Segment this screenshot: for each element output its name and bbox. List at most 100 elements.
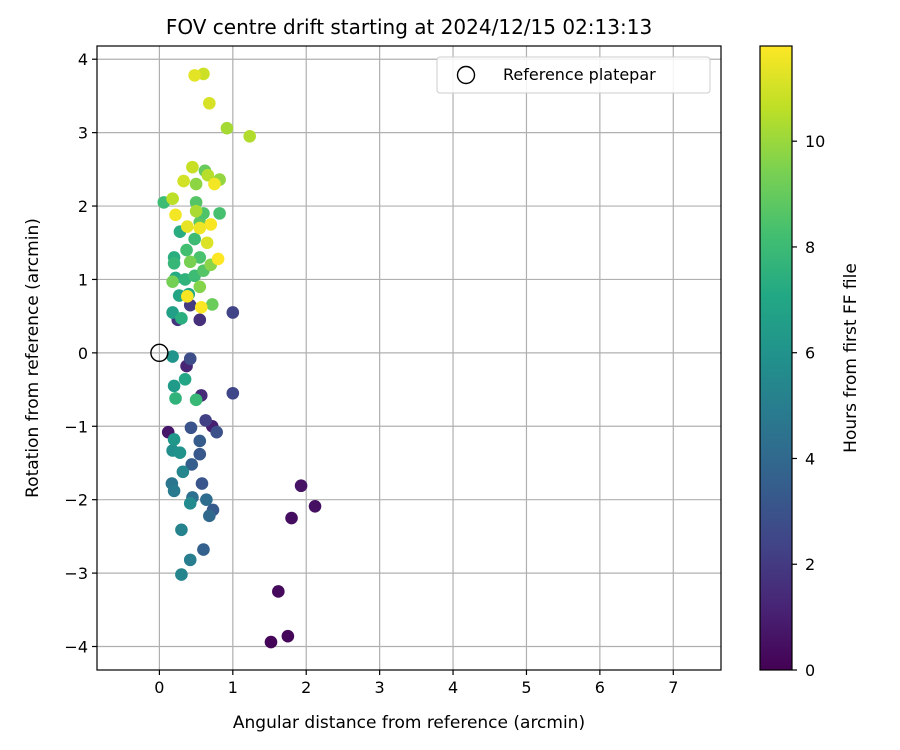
data-point — [201, 168, 215, 182]
x-tick-label: 5 — [521, 678, 531, 697]
colorbar-gradient — [759, 45, 793, 671]
data-point — [272, 585, 285, 598]
data-point — [189, 177, 203, 191]
x-tick-label: 0 — [154, 678, 164, 697]
data-point — [180, 243, 193, 257]
data-point — [173, 446, 187, 460]
data-point — [167, 256, 181, 270]
x-tick-label: 2 — [301, 678, 311, 697]
data-point — [180, 290, 194, 303]
colorbar-tick-label: 2 — [805, 555, 815, 574]
data-point — [183, 553, 197, 567]
data-point — [200, 493, 213, 506]
data-point — [175, 523, 188, 537]
data-point — [199, 414, 212, 427]
data-point — [193, 251, 207, 264]
plot-frame — [96, 45, 722, 671]
y-tick-label: 1 — [78, 270, 88, 289]
legend-box — [436, 56, 711, 94]
x-tick-label: 7 — [668, 678, 678, 697]
data-point — [167, 484, 181, 498]
data-point — [195, 477, 209, 490]
data-point — [188, 69, 201, 82]
data-point — [264, 635, 278, 649]
data-point — [177, 174, 190, 188]
data-point — [189, 393, 203, 407]
data-point — [183, 497, 197, 510]
data-point — [175, 312, 188, 325]
data-point — [285, 511, 298, 525]
colorbar-ticks: 0 2 4 6 8 10 — [792, 132, 825, 680]
data-point — [226, 386, 240, 400]
data-point — [243, 129, 256, 143]
data-points — [157, 67, 322, 649]
legend-marker-icon — [456, 65, 476, 85]
y-tick-label: −4 — [64, 638, 88, 657]
colorbar-tick-label: 10 — [805, 132, 825, 151]
data-point — [193, 221, 207, 235]
x-axis-ticks: 0 1 2 3 4 5 6 7 — [154, 670, 678, 697]
data-point — [193, 434, 207, 448]
data-point — [200, 236, 214, 250]
data-point — [188, 232, 201, 246]
data-point — [203, 509, 216, 523]
data-point — [203, 96, 216, 110]
colorbar-tick-label: 6 — [805, 344, 815, 363]
data-point — [193, 313, 207, 327]
data-point — [205, 298, 219, 311]
data-point — [189, 196, 203, 209]
y-tick-label: 0 — [78, 344, 88, 363]
data-point — [193, 447, 207, 461]
data-point — [167, 379, 181, 393]
colorbar-tick-label: 8 — [805, 238, 815, 257]
x-axis-label: Angular distance from reference (arcmin) — [233, 713, 585, 733]
data-point — [281, 629, 295, 643]
data-point — [169, 392, 182, 405]
data-point — [180, 220, 194, 233]
data-point — [213, 207, 226, 220]
data-point — [210, 425, 223, 439]
x-tick-label: 1 — [228, 678, 238, 697]
data-point — [189, 204, 203, 218]
data-point — [204, 218, 218, 231]
y-tick-label: 2 — [78, 197, 88, 216]
data-point — [186, 160, 199, 174]
data-point — [169, 208, 182, 222]
data-point — [193, 280, 207, 294]
y-tick-label: 4 — [78, 50, 88, 69]
data-point — [166, 192, 179, 205]
data-point — [166, 275, 179, 288]
legend-entry-label: Reference platepar — [503, 65, 656, 84]
data-point — [226, 306, 240, 319]
data-point — [175, 568, 188, 581]
data-point — [183, 255, 197, 269]
x-tick-label: 4 — [448, 678, 458, 697]
x-tick-label: 6 — [595, 678, 605, 697]
legend: Reference platepar — [436, 56, 711, 94]
data-point — [178, 372, 192, 386]
data-point — [178, 273, 192, 286]
data-point — [194, 301, 208, 314]
data-point — [220, 121, 234, 135]
colorbar-label: Hours from first FF file — [841, 263, 861, 453]
data-point — [176, 465, 190, 479]
data-point — [308, 499, 322, 513]
data-point — [197, 543, 210, 556]
x-tick-label: 3 — [375, 678, 385, 697]
data-point — [185, 458, 199, 471]
chart-title: FOV centre drift starting at 2024/12/15 … — [166, 15, 652, 39]
y-axis-label: Rotation from reference (arcmin) — [23, 218, 43, 498]
data-point — [294, 479, 308, 493]
y-tick-label: 3 — [78, 124, 88, 143]
data-point — [208, 177, 221, 191]
data-point — [166, 350, 179, 363]
y-tick-label: −2 — [64, 491, 88, 510]
data-point — [167, 433, 181, 446]
colorbar: 0 2 4 6 8 10 Hours from first FF file — [759, 45, 861, 680]
y-tick-label: −3 — [64, 564, 88, 583]
y-axis-ticks: −4 −3 −2 −1 0 1 2 3 4 — [64, 50, 97, 657]
colorbar-tick-label: 0 — [805, 661, 815, 680]
data-point — [183, 352, 197, 366]
y-tick-label: −1 — [64, 417, 88, 436]
